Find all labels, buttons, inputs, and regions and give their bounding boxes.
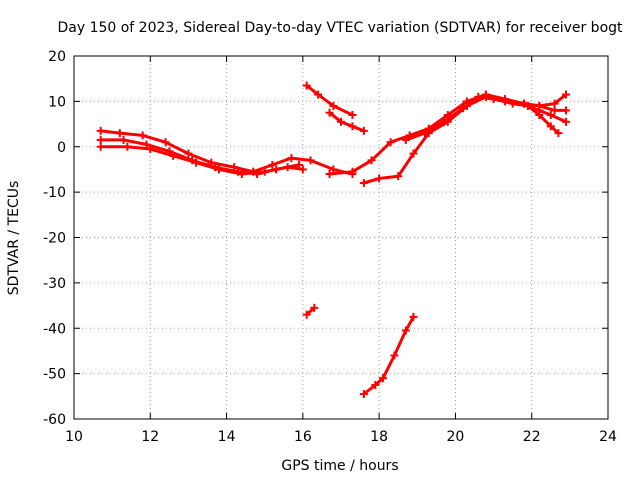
x-axis-label: GPS time / hours (281, 458, 398, 474)
data-point (298, 165, 307, 174)
data-point (562, 117, 571, 126)
data-point (348, 110, 357, 119)
data-point (138, 131, 147, 140)
data-point (337, 117, 345, 126)
tick-layer (73, 55, 609, 420)
data-point (550, 106, 559, 115)
data-point (268, 160, 277, 169)
y-tick-label: -10 (43, 185, 66, 201)
series-track-11 (362, 315, 415, 396)
data-point (359, 126, 368, 135)
data-point (314, 90, 323, 99)
data-point (123, 142, 132, 151)
data-point (409, 312, 418, 321)
data-point (169, 151, 178, 160)
data-point (550, 99, 559, 108)
x-tick-label: 20 (447, 429, 465, 445)
chart-title: Day 150 of 2023, Sidereal Day-to-day VTE… (57, 20, 623, 36)
data-point (508, 99, 517, 108)
x-tick-label: 16 (294, 429, 312, 445)
y-tick-label: -40 (43, 321, 66, 337)
data-point (287, 154, 296, 163)
data-point (367, 156, 376, 165)
x-tick-label: 10 (65, 429, 83, 445)
y-tick-label: 20 (48, 49, 66, 65)
x-tick-label: 24 (599, 429, 617, 445)
data-point (489, 95, 498, 104)
y-tick-label: 10 (48, 94, 66, 110)
x-tick-label: 18 (370, 429, 388, 445)
data-point (161, 138, 170, 147)
series-track-10 (305, 306, 316, 317)
data-point (523, 101, 532, 110)
data-point (546, 110, 555, 119)
data-point (192, 158, 201, 167)
y-tick-label: -30 (43, 276, 66, 292)
x-tick-label: 14 (218, 429, 236, 445)
series-track-7 (526, 104, 560, 135)
y-tick-label: 0 (57, 140, 66, 156)
data-point (378, 374, 387, 383)
data-point (119, 135, 128, 144)
data-point (359, 179, 368, 188)
data-point (310, 303, 319, 312)
data-point (329, 165, 338, 174)
data-point (401, 326, 410, 335)
data-point (375, 174, 384, 183)
series-track-9 (328, 111, 366, 133)
data-point (359, 390, 368, 399)
data-point (306, 156, 315, 165)
data-point (329, 101, 338, 110)
data-point (325, 108, 334, 117)
data-point (237, 169, 246, 178)
data-point (184, 149, 193, 158)
data-point (96, 126, 105, 135)
data-point (371, 380, 380, 389)
data-point (420, 129, 429, 138)
grid-layer (74, 56, 608, 419)
y-tick-label: -50 (43, 367, 66, 383)
data-point (474, 92, 483, 101)
series-track-8 (305, 84, 354, 117)
data-point (459, 104, 468, 113)
series-layer (96, 81, 571, 399)
data-point (546, 122, 555, 131)
data-point (302, 310, 311, 319)
y-tick-label: -60 (43, 412, 66, 428)
y-tick-label: -20 (43, 231, 66, 247)
data-point (283, 163, 292, 172)
series-track-3 (99, 145, 305, 176)
data-point (386, 138, 395, 147)
data-point (325, 169, 334, 178)
data-point (115, 129, 124, 138)
y-axis-label: SDTVAR / TECUs (6, 181, 22, 296)
data-point (96, 142, 105, 151)
data-point (562, 106, 571, 115)
data-point (96, 135, 105, 144)
data-point (401, 135, 410, 144)
data-point (394, 172, 403, 181)
data-point (390, 351, 399, 360)
x-tick-label: 22 (523, 429, 541, 445)
data-point (214, 165, 223, 174)
data-point (439, 117, 448, 126)
data-point (409, 149, 418, 158)
data-point (260, 167, 269, 176)
data-point (554, 129, 563, 138)
data-point (146, 145, 155, 154)
data-point (302, 81, 311, 90)
data-point (348, 167, 357, 176)
tick-label-layer: 10 12 14 16 18 20 22 24 -60 -50 -40 -30 -20 -10 0 10 20 (43, 49, 617, 445)
data-point (562, 90, 571, 99)
x-tick-label: 12 (141, 429, 159, 445)
data-point (535, 110, 544, 119)
data-point (348, 122, 357, 131)
